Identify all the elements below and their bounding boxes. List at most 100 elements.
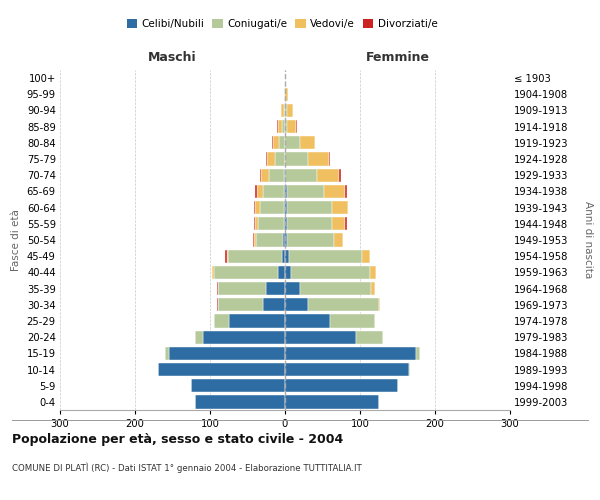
Bar <box>218 282 266 295</box>
Bar <box>214 314 229 328</box>
Bar <box>265 152 267 166</box>
Bar <box>331 217 345 230</box>
Bar <box>287 120 296 134</box>
Bar <box>296 120 297 134</box>
Bar <box>263 298 285 312</box>
Bar <box>285 266 291 279</box>
Bar <box>254 217 255 230</box>
Bar <box>289 250 362 263</box>
Text: Maschi: Maschi <box>148 50 197 64</box>
Bar <box>285 120 287 134</box>
Bar <box>287 234 334 246</box>
Bar <box>285 363 409 376</box>
Bar <box>284 168 285 182</box>
Bar <box>362 250 370 263</box>
Bar <box>212 266 214 279</box>
Bar <box>287 201 331 214</box>
Bar <box>379 298 380 312</box>
Bar <box>284 185 285 198</box>
Bar <box>281 104 284 117</box>
Bar <box>195 396 285 408</box>
Bar <box>285 152 308 166</box>
Bar <box>256 234 283 246</box>
Bar <box>258 217 284 230</box>
Bar <box>329 152 330 166</box>
Bar <box>283 234 285 246</box>
Bar <box>285 104 287 117</box>
Bar <box>285 298 308 312</box>
Bar <box>370 266 376 279</box>
Bar <box>267 152 275 166</box>
Bar <box>228 250 282 263</box>
Bar <box>191 379 285 392</box>
Bar <box>257 185 263 198</box>
Bar <box>261 168 269 182</box>
Bar <box>269 168 284 182</box>
Bar <box>275 152 285 166</box>
Bar <box>287 217 331 230</box>
Bar <box>285 88 288 101</box>
Bar <box>300 282 371 295</box>
Bar <box>287 104 293 117</box>
Bar <box>203 330 285 344</box>
Bar <box>255 217 258 230</box>
Text: Femmine: Femmine <box>365 50 430 64</box>
Bar <box>345 217 347 230</box>
Bar <box>282 250 285 263</box>
Bar <box>291 266 370 279</box>
Bar <box>254 234 256 246</box>
Bar <box>285 217 287 230</box>
Bar <box>214 266 277 279</box>
Bar <box>285 250 289 263</box>
Bar <box>287 185 324 198</box>
Bar <box>285 330 356 344</box>
Bar <box>260 168 261 182</box>
Bar <box>217 298 218 312</box>
Bar <box>282 120 285 134</box>
Bar <box>255 185 257 198</box>
Bar <box>255 201 260 214</box>
Bar <box>331 201 348 214</box>
Bar <box>277 266 285 279</box>
Bar <box>285 379 398 392</box>
Bar <box>324 185 345 198</box>
Bar <box>317 168 339 182</box>
Bar <box>271 136 273 149</box>
Bar <box>334 234 343 246</box>
Bar <box>266 282 285 295</box>
Bar <box>277 120 282 134</box>
Bar <box>308 152 329 166</box>
Bar <box>260 201 284 214</box>
Bar <box>330 314 375 328</box>
Bar <box>157 363 285 376</box>
Bar <box>285 396 379 408</box>
Bar <box>409 363 410 376</box>
Bar <box>169 346 285 360</box>
Bar <box>195 330 203 344</box>
Bar <box>225 250 227 263</box>
Bar <box>308 298 379 312</box>
Bar <box>285 185 287 198</box>
Text: Popolazione per età, sesso e stato civile - 2004: Popolazione per età, sesso e stato civil… <box>12 432 343 446</box>
Bar <box>284 104 285 117</box>
Bar <box>284 88 285 101</box>
Bar <box>273 136 279 149</box>
Bar <box>356 330 383 344</box>
Bar <box>285 234 287 246</box>
Bar <box>345 185 347 198</box>
Bar <box>285 314 330 328</box>
Bar <box>285 346 416 360</box>
Bar <box>284 217 285 230</box>
Bar <box>227 250 228 263</box>
Bar <box>284 201 285 214</box>
Text: COMUNE DI PLATÌ (RC) - Dati ISTAT 1° gennaio 2004 - Elaborazione TUTTITALIA.IT: COMUNE DI PLATÌ (RC) - Dati ISTAT 1° gen… <box>12 462 362 473</box>
Bar <box>416 346 420 360</box>
Bar <box>263 185 284 198</box>
Bar <box>165 346 169 360</box>
Bar <box>254 201 255 214</box>
Bar <box>279 136 285 149</box>
Bar <box>285 168 317 182</box>
Bar <box>218 298 263 312</box>
Bar <box>285 136 300 149</box>
Bar <box>300 136 315 149</box>
